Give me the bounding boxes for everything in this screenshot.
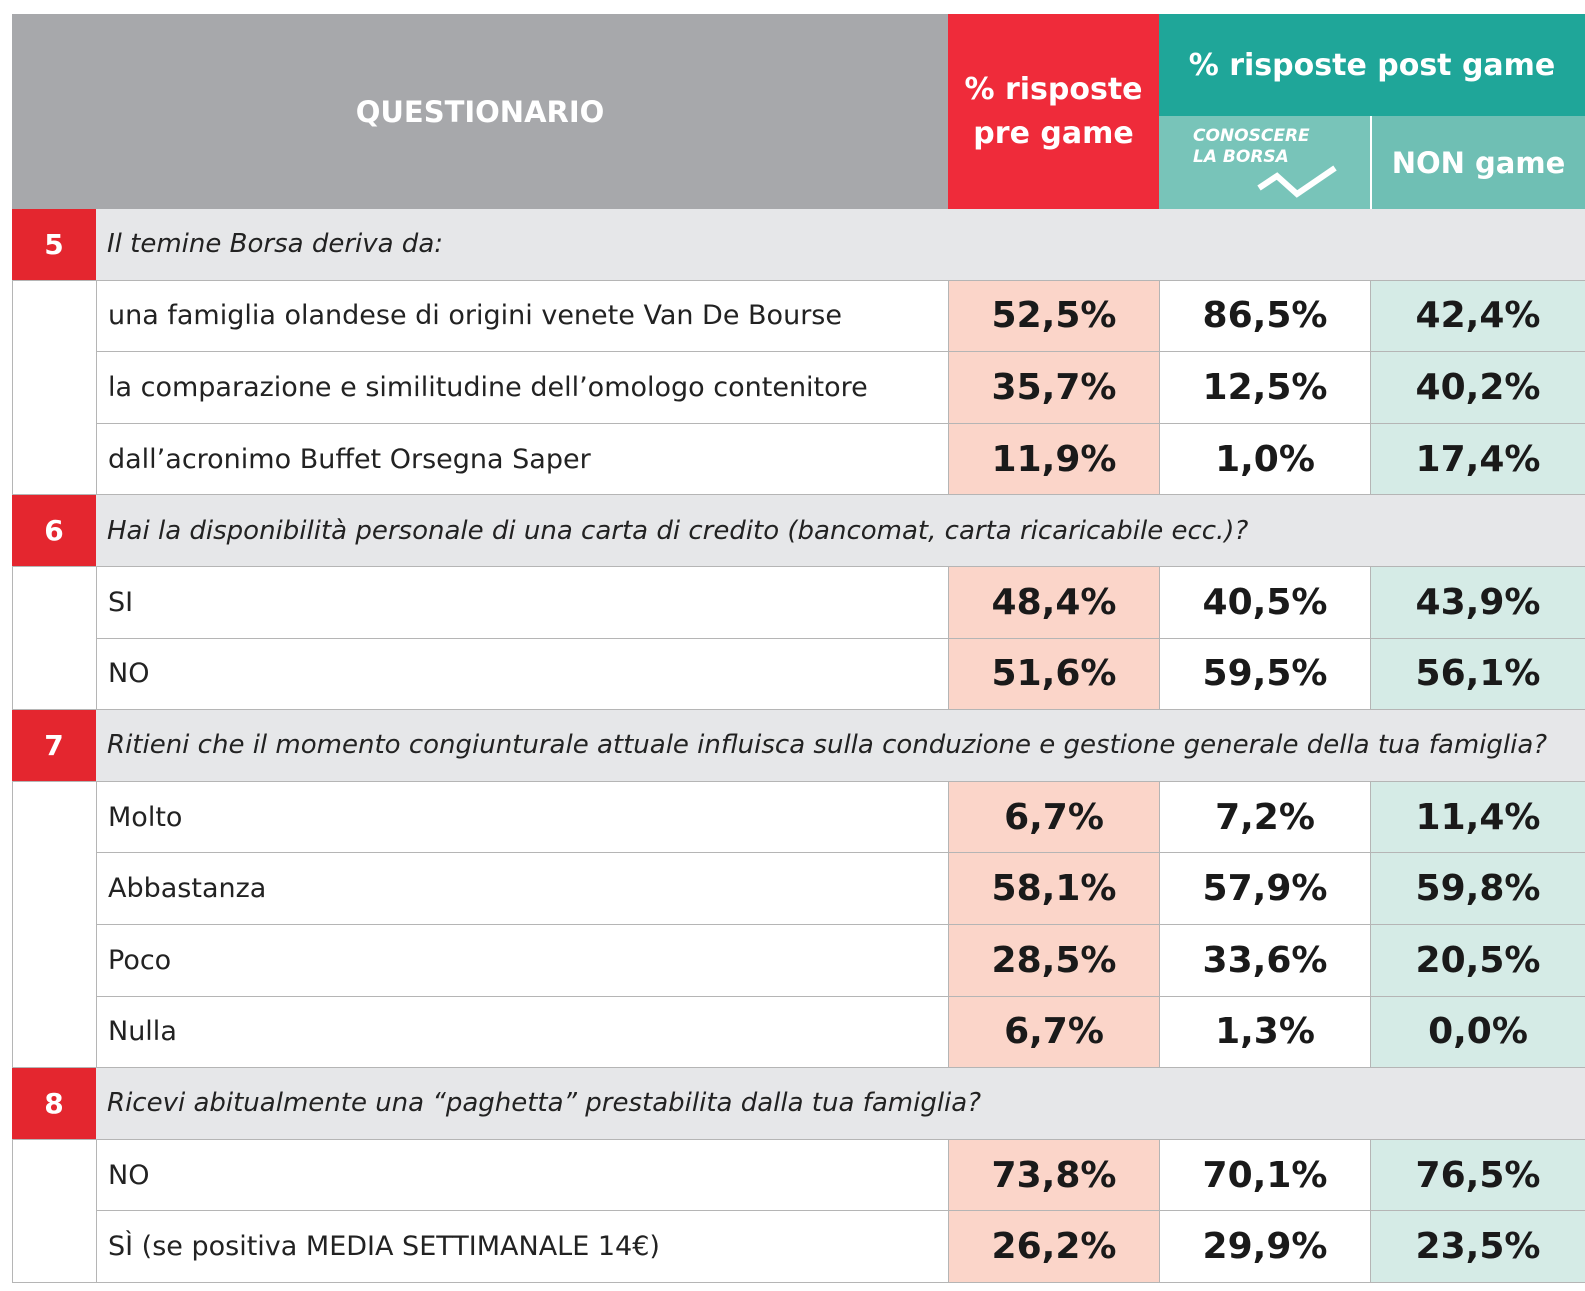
logo-line: LA BORSA [1193,147,1289,167]
logo-line: CONOSCERE [1193,126,1310,146]
answer-value: 42,4% [1370,280,1585,353]
answer-value: 20,5% [1370,925,1585,997]
header-title: QUESTIONARIO [12,14,948,209]
answer-value: 43,9% [1370,567,1585,639]
answer-value: 40,5% [1159,567,1370,639]
answer-value: 51,6% [948,638,1159,711]
answer-value: 76,5% [1370,1139,1585,1212]
answer-label: Abbastanza [96,853,948,925]
left-border [12,567,96,711]
left-border [12,280,96,496]
answer-value: 23,5% [1370,1211,1585,1283]
answer-value: 28,5% [948,925,1159,997]
answer-value: 11,9% [948,423,1159,496]
answer-value: 40,2% [1370,352,1585,424]
section-number: 7 [12,710,96,782]
answer-label: SÌ (se positiva MEDIA SETTIMANALE 14€) [96,1211,948,1283]
answer-label: SI [96,567,948,639]
answer-value: 1,0% [1159,423,1370,496]
answer-value: 52,5% [948,280,1159,353]
left-border [12,1139,96,1283]
answer-value: 58,1% [948,853,1159,925]
header-pre: % risposte pre game [948,14,1159,209]
answer-value: 86,5% [1159,280,1370,353]
answer-value: 11,4% [1370,781,1585,854]
answer-label: NO [96,638,948,711]
section-number: 5 [12,209,96,281]
answer-label: Molto [96,781,948,854]
section-number: 6 [12,495,96,567]
question: Ricevi abitualmente una “paghetta” prest… [96,1068,1585,1140]
answer-value: 1,3% [1159,996,1370,1069]
answer-label: una famiglia olandese di origini venete … [96,280,948,353]
answer-value: 6,7% [948,996,1159,1069]
question: Il temine Borsa deriva da: [96,209,1585,281]
answer-label: dall’acronimo Buffet Orsegna Saper [96,423,948,496]
question: Ritieni che il momento congiunturale att… [96,710,1585,782]
header-post: % risposte post game [1159,14,1585,116]
answer-value: 56,1% [1370,638,1585,711]
logo-cell: CONOSCERE LA BORSA [1159,116,1370,209]
answer-value: 59,8% [1370,853,1585,925]
answer-value: 33,6% [1159,925,1370,997]
answer-value: 59,5% [1159,638,1370,711]
answer-value: 57,9% [1159,853,1370,925]
logo-arrow [1257,165,1337,198]
answer-value: 73,8% [948,1139,1159,1212]
answer-value: 29,9% [1159,1211,1370,1283]
question: Hai la disponibilità personale di una ca… [96,495,1585,567]
answer-label: la comparazione e similitudine dell’omol… [96,352,948,424]
answer-label: Nulla [96,996,948,1069]
section-number: 8 [12,1068,96,1140]
answer-value: 26,2% [948,1211,1159,1283]
answer-value: 7,2% [1159,781,1370,854]
answer-value: 35,7% [948,352,1159,424]
answer-value: 70,1% [1159,1139,1370,1212]
answer-value: 12,5% [1159,352,1370,424]
answer-label: NO [96,1139,948,1212]
header-non-game: NON game [1370,116,1585,209]
answer-value: 48,4% [948,567,1159,639]
answer-value: 17,4% [1370,423,1585,496]
answer-label: Poco [96,925,948,997]
answer-value: 0,0% [1370,996,1585,1069]
left-border [12,781,96,1069]
answer-value: 6,7% [948,781,1159,854]
